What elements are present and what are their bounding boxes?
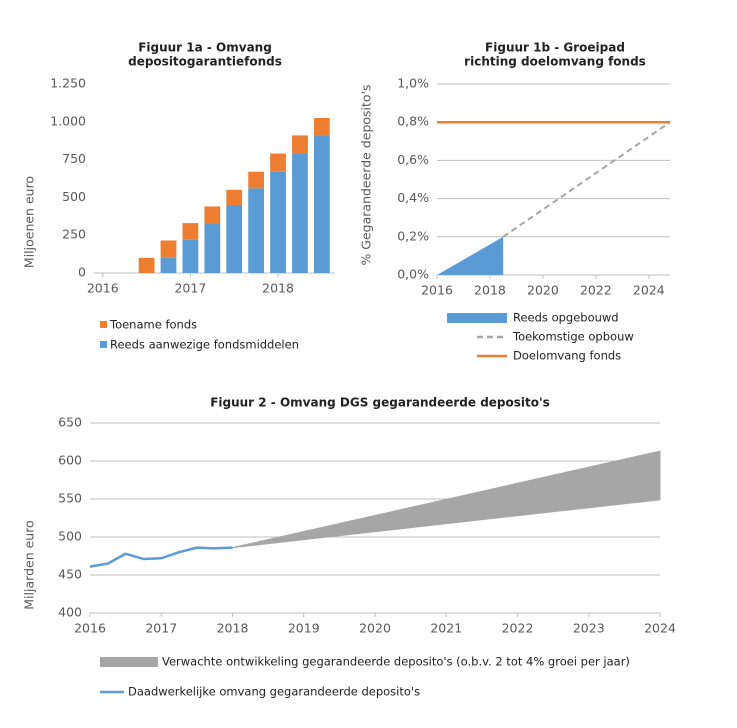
y-tick-label: 650 (58, 415, 82, 430)
legend-label: Daadwerkelijke omvang gegarandeerde depo… (128, 685, 420, 699)
legend-label: Toename fonds (109, 318, 197, 332)
bar-segment (160, 257, 177, 273)
x-tick-label: 2019 (288, 621, 320, 636)
y-tick-label: 550 (58, 491, 82, 506)
bar-segment (313, 135, 330, 273)
y-tick-label: 1.250 (50, 76, 86, 91)
x-tick-label: 2021 (430, 621, 462, 636)
legend-label: Doelomvang fonds (513, 349, 621, 363)
legend-swatch (100, 341, 107, 348)
y-tick-label: 1,0% (397, 76, 429, 91)
x-tick-label: 2018 (217, 621, 249, 636)
bar-segment (182, 239, 199, 273)
bar-segment (313, 118, 330, 136)
bar-segment (138, 257, 155, 273)
y-tick-label: 0,4% (397, 190, 429, 205)
y-tick-label: 750 (62, 151, 86, 166)
bar-segment (226, 204, 243, 273)
x-tick-label: 2022 (502, 621, 534, 636)
y-tick-label: 1.000 (50, 113, 86, 128)
x-tick-label: 2016 (74, 621, 106, 636)
y-tick-label: 450 (58, 567, 82, 582)
x-tick-label: 2018 (262, 281, 294, 296)
chart-title: Figuur 2 - Omvang DGS gegarandeerde depo… (210, 396, 550, 410)
y-tick-label: 400 (58, 605, 82, 620)
y-tick-label: 600 (58, 453, 82, 468)
bar-segment (248, 188, 265, 273)
y-tick-label: 250 (62, 227, 86, 242)
bar-segment (160, 240, 177, 258)
x-tick-label: 2016 (421, 283, 453, 298)
bar-segment (248, 171, 265, 189)
y-axis-label: % Gegarandeerde deposito's (359, 84, 374, 265)
bar-segment (270, 171, 286, 273)
y-axis-label: Miljoenen euro (22, 176, 37, 268)
chart-title: Figuur 1b - Groeipad (485, 41, 625, 55)
x-tick-label: 2017 (174, 281, 206, 296)
y-tick-label: 500 (58, 529, 82, 544)
x-tick-label: 2020 (527, 283, 559, 298)
legend-swatch (100, 321, 107, 328)
forecast-band (232, 450, 661, 549)
x-tick-label: 2024 (633, 283, 665, 298)
x-tick-label: 2016 (87, 281, 119, 296)
legend-label: Verwachte ontwikkeling gegarandeerde dep… (162, 655, 630, 669)
legend-label: Reeds aanwezige fondsmiddelen (110, 338, 299, 352)
x-tick-label: 2024 (644, 621, 676, 636)
y-tick-label: 0,8% (397, 114, 429, 129)
bar-segment (226, 189, 243, 205)
chart-title: depositogarantiefonds (128, 55, 282, 69)
legend-swatch (447, 313, 507, 323)
legend-swatch (100, 657, 158, 667)
chart-title: Figuur 1a - Omvang (138, 41, 272, 55)
legend-label: Reeds opgebouwd (513, 311, 619, 325)
bar-segment (270, 153, 286, 172)
line (502, 121, 671, 238)
y-tick-label: 0,0% (397, 267, 429, 282)
x-tick-label: 2017 (145, 621, 177, 636)
x-tick-label: 2018 (474, 283, 506, 298)
bar-segment (204, 223, 221, 273)
y-tick-label: 500 (62, 189, 86, 204)
x-tick-label: 2020 (359, 621, 391, 636)
x-tick-label: 2023 (573, 621, 605, 636)
y-tick-label: 0,2% (397, 228, 429, 243)
legend-label: Toekomstige opbouw (512, 330, 634, 344)
bar-segment (182, 223, 199, 240)
y-tick-label: 0,6% (397, 152, 429, 167)
line (89, 546, 233, 568)
bar-segment (292, 153, 308, 273)
chart-title: richting doelomvang fonds (464, 55, 646, 69)
x-tick-label: 2022 (580, 283, 612, 298)
y-axis-label: Miljarden euro (22, 520, 37, 609)
bar-segment (204, 206, 221, 224)
y-tick-label: 0 (78, 265, 86, 280)
bar-segment (292, 135, 308, 154)
area (437, 236, 504, 275)
